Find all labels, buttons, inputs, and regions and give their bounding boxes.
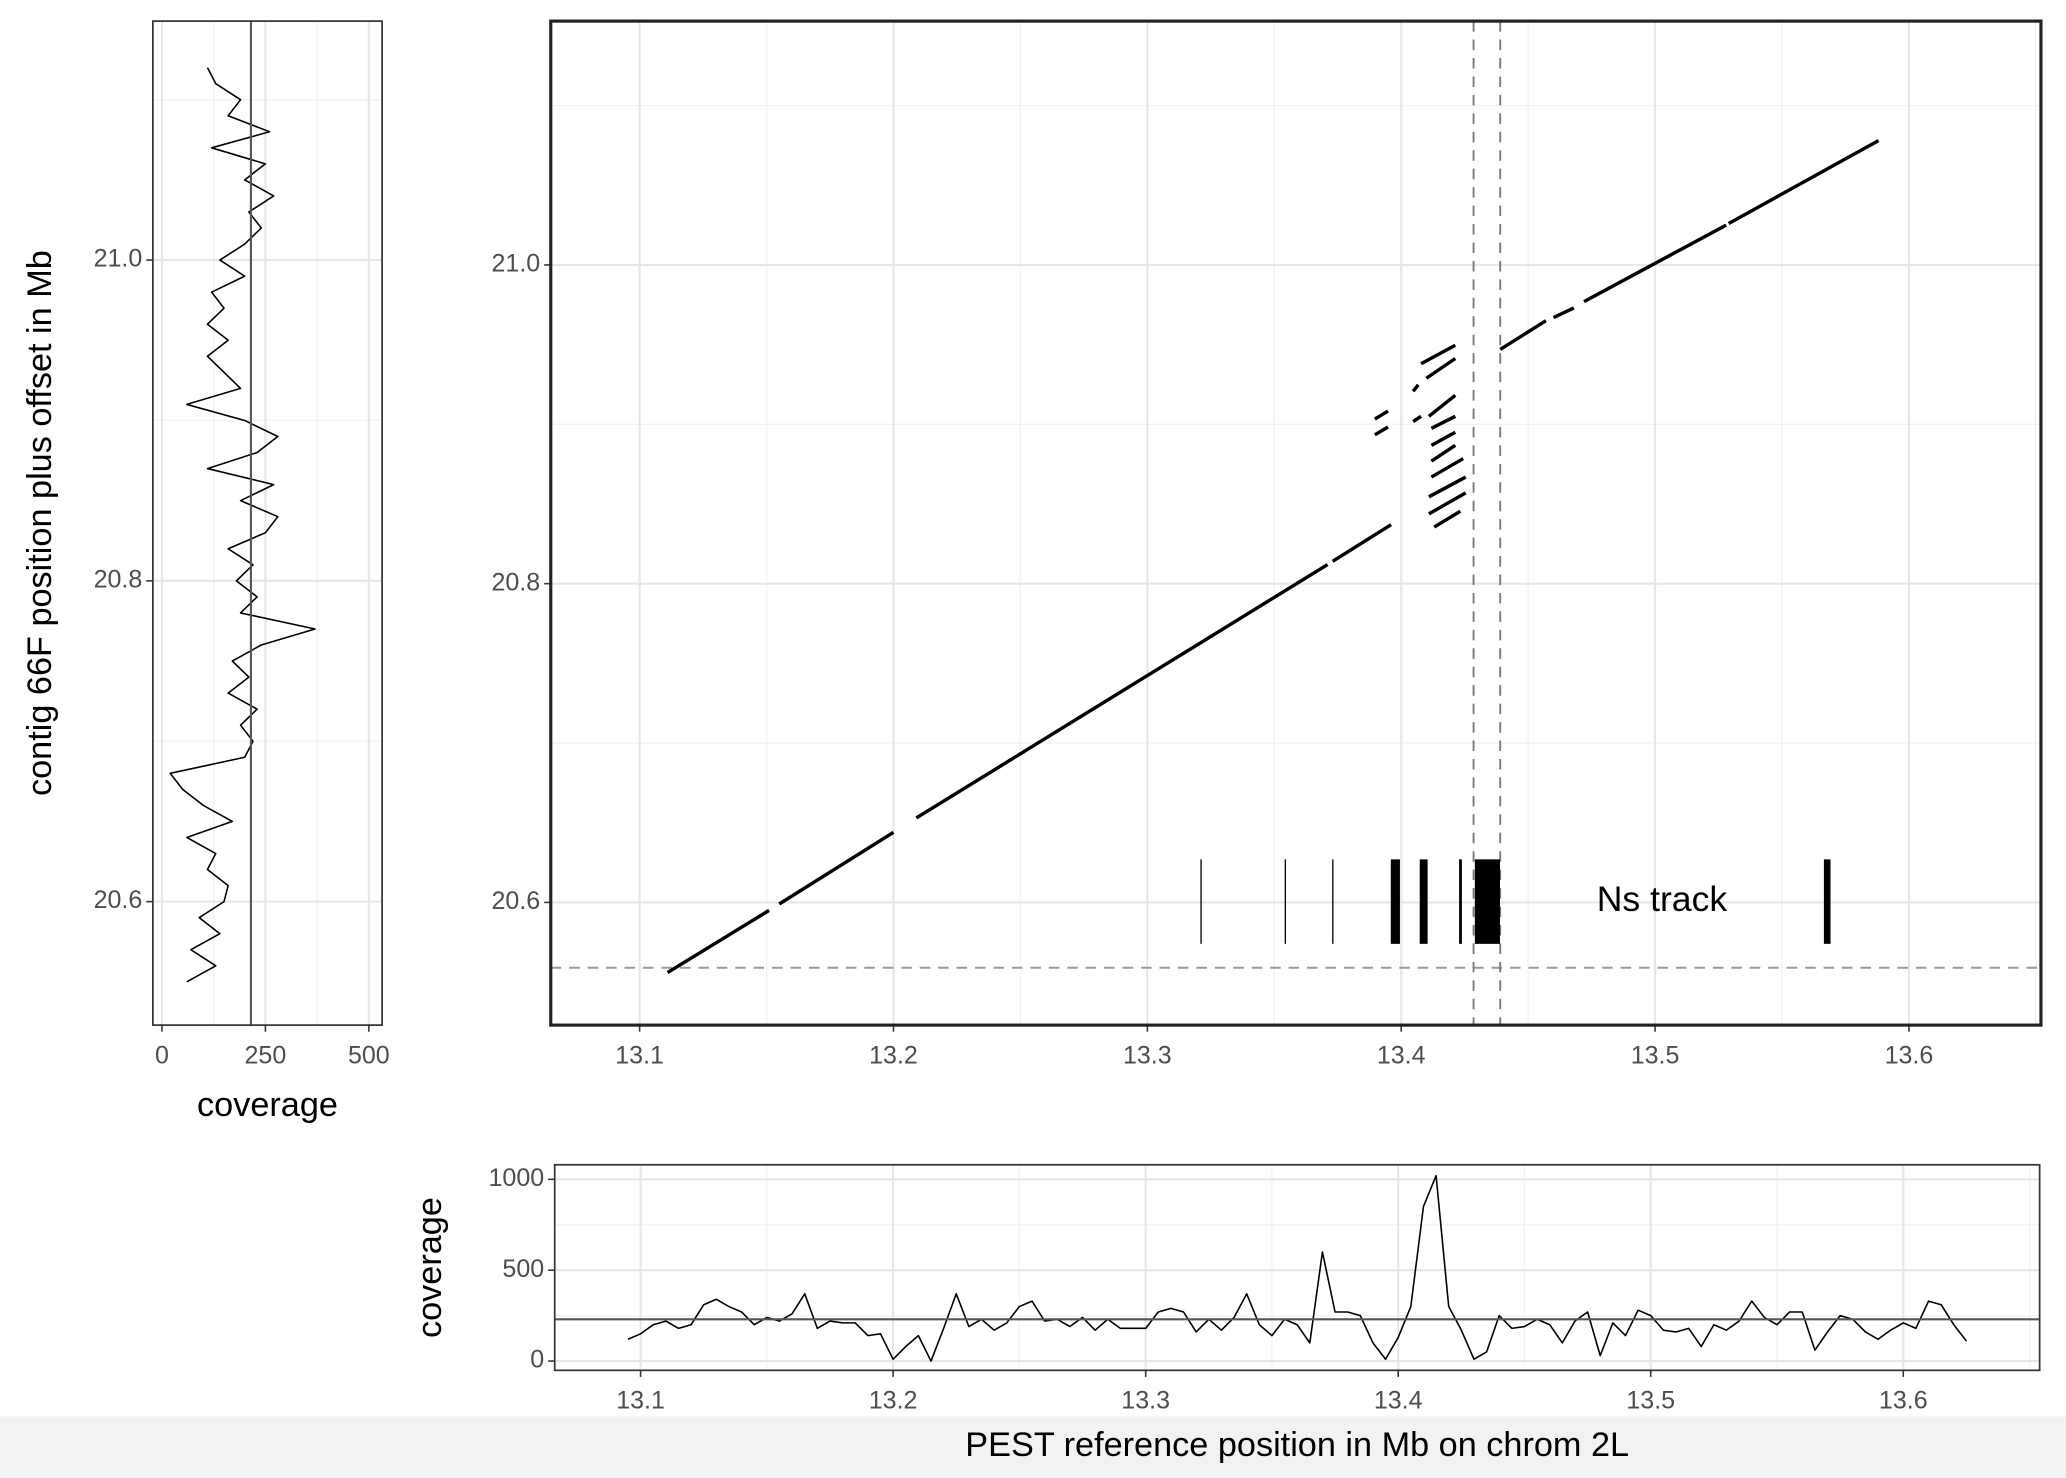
x-tick-label: 13.3 bbox=[1121, 1387, 1170, 1415]
ns-block bbox=[1474, 859, 1500, 944]
y-tick-label: 500 bbox=[502, 1255, 544, 1283]
y-tick-label: 20.6 bbox=[94, 886, 143, 914]
alignment-segment bbox=[1425, 357, 1457, 380]
panel-background bbox=[152, 21, 383, 1026]
x-tick-label: 250 bbox=[245, 1041, 287, 1069]
alignment-segment bbox=[1331, 523, 1392, 563]
alignment-segment bbox=[666, 908, 770, 974]
y-axis-title: contig 66F position plus offset in Mb bbox=[21, 250, 59, 796]
alignment-segment bbox=[1427, 393, 1457, 418]
x-tick-label: 13.1 bbox=[616, 1387, 665, 1415]
x-tick-label: 13.2 bbox=[869, 1387, 918, 1415]
panel-background bbox=[550, 21, 2041, 1026]
y-tick-label: 21.0 bbox=[492, 250, 541, 278]
ns-block bbox=[1419, 859, 1428, 944]
y-tick-label: 21.0 bbox=[94, 245, 143, 273]
x-tick-label: 13.1 bbox=[615, 1041, 664, 1069]
y-tick-label: 20.8 bbox=[94, 565, 143, 593]
x-tick-label: 500 bbox=[348, 1041, 390, 1069]
alignment-segment bbox=[1430, 457, 1465, 479]
alignment-segment bbox=[1373, 409, 1389, 421]
coverage-line bbox=[627, 1174, 1968, 1362]
x-tick-label: 13.2 bbox=[869, 1041, 918, 1069]
footer-band bbox=[0, 1416, 2066, 1478]
panel: 0 250 500 20.6 20.8 21.0 coverage contig 66F po… bbox=[21, 20, 390, 1124]
ns-block bbox=[1459, 859, 1462, 944]
y-axis-title: coverage bbox=[411, 1197, 449, 1338]
ns-block bbox=[1284, 859, 1287, 944]
y-tick-label: 20.8 bbox=[492, 568, 541, 596]
x-tick-label: 13.4 bbox=[1377, 1041, 1426, 1069]
alignment-segment bbox=[1420, 343, 1457, 366]
alignment-segment bbox=[1430, 414, 1457, 430]
x-tick-label: 13.5 bbox=[1626, 1387, 1675, 1415]
ns-block bbox=[1823, 859, 1831, 944]
panel: 13.1 13.2 13.3 13.4 13.5 13.6 0 500 1000 PEST ref… bbox=[411, 1163, 2041, 1464]
y-tick-label: 0 bbox=[530, 1346, 544, 1374]
alignment-segment bbox=[1373, 425, 1389, 437]
x-tick-label: 0 bbox=[155, 1041, 169, 1069]
alignment-segment bbox=[1499, 319, 1547, 351]
alignment-segment bbox=[778, 830, 895, 906]
alignment-segment bbox=[1430, 430, 1457, 447]
ns-track-label: Ns track bbox=[1597, 879, 1728, 919]
y-tick-label: 20.6 bbox=[492, 887, 541, 915]
ns-block bbox=[1332, 859, 1334, 944]
panel-background bbox=[554, 1164, 2040, 1371]
ns-block bbox=[1200, 859, 1202, 944]
alignment-segment bbox=[1727, 139, 1880, 225]
x-tick-label: 13.6 bbox=[1879, 1387, 1928, 1415]
alignment-segment bbox=[1412, 414, 1422, 424]
x-tick-label: 13.6 bbox=[1885, 1041, 1934, 1069]
x-tick-label: 13.4 bbox=[1374, 1387, 1423, 1415]
panel-border bbox=[553, 1163, 2041, 1372]
alignment-segment bbox=[1430, 443, 1457, 463]
x-axis-title: PEST reference position in Mb on chrom 2… bbox=[965, 1426, 1629, 1464]
panel: 13.1 13.2 13.3 13.4 13.5 13.6 20.6 20.8 21.0 Ns t… bbox=[492, 19, 2043, 1069]
alignment-segment bbox=[1583, 223, 1727, 304]
coverage-line bbox=[169, 67, 316, 983]
panel-border bbox=[151, 20, 383, 1026]
alignment-segment bbox=[1411, 383, 1420, 393]
alignment-segment bbox=[1433, 509, 1462, 529]
alignment-segment bbox=[1428, 475, 1467, 499]
x-tick-label: 13.5 bbox=[1631, 1041, 1680, 1069]
alignment-segment bbox=[915, 563, 1329, 820]
panel-border bbox=[549, 19, 2043, 1027]
ns-block bbox=[1390, 859, 1400, 944]
y-tick-label: 1000 bbox=[489, 1164, 545, 1192]
alignment-segment bbox=[1428, 491, 1467, 516]
x-axis-title: coverage bbox=[197, 1086, 338, 1124]
alignment-segment bbox=[1552, 306, 1575, 320]
x-tick-label: 13.3 bbox=[1123, 1041, 1172, 1069]
